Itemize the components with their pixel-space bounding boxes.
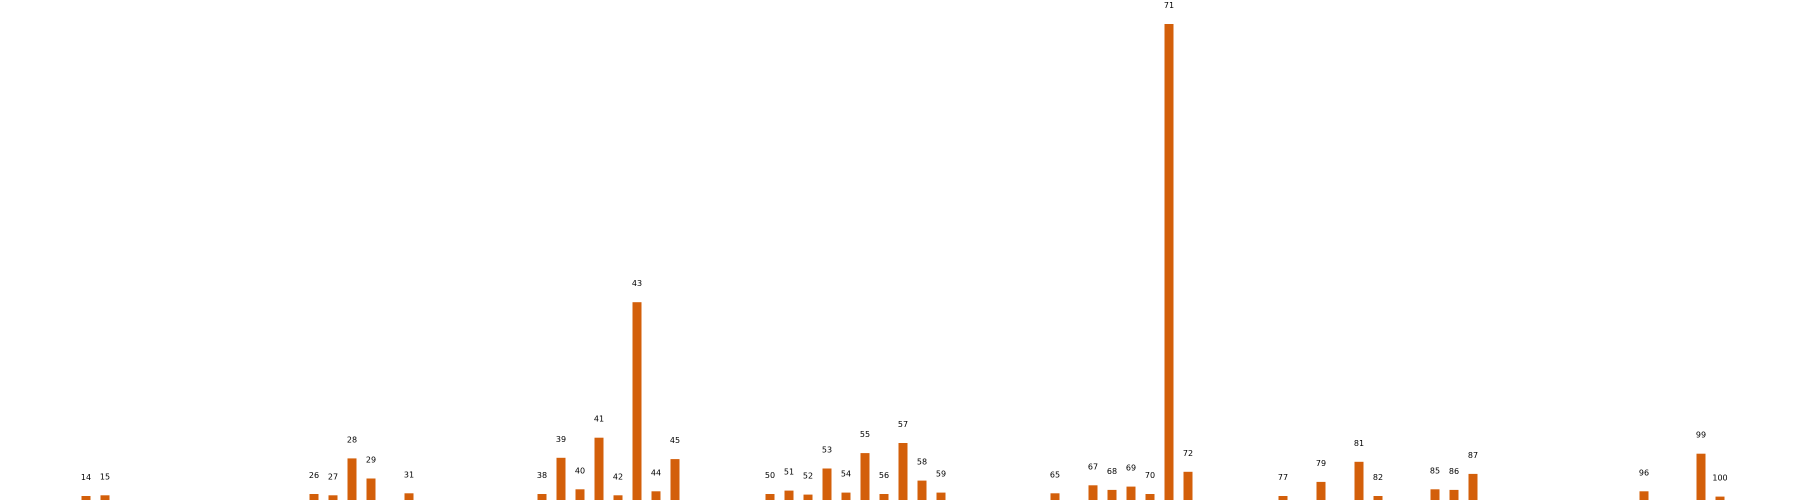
bar-42 bbox=[613, 495, 623, 500]
bar-label-45: 45 bbox=[670, 436, 680, 445]
bar-69 bbox=[1126, 486, 1136, 500]
bar-81 bbox=[1354, 461, 1364, 500]
bar-label-52: 52 bbox=[803, 472, 813, 481]
bar-14 bbox=[81, 496, 91, 500]
bar-label-44: 44 bbox=[651, 468, 661, 477]
bar-label-51: 51 bbox=[784, 468, 794, 477]
bar-59 bbox=[936, 492, 946, 500]
bar-70 bbox=[1145, 494, 1155, 500]
bar-label-85: 85 bbox=[1430, 466, 1440, 475]
bar-label-28: 28 bbox=[347, 435, 357, 444]
bar-28 bbox=[347, 458, 357, 500]
bar-77 bbox=[1278, 496, 1288, 500]
bar-label-50: 50 bbox=[765, 471, 775, 480]
bar-58 bbox=[917, 480, 927, 500]
bar-label-79: 79 bbox=[1316, 459, 1326, 468]
bar-label-56: 56 bbox=[879, 471, 889, 480]
bar-label-43: 43 bbox=[632, 279, 642, 288]
bar-label-29: 29 bbox=[366, 456, 376, 465]
bar-label-100: 100 bbox=[1712, 474, 1727, 483]
bar-label-70: 70 bbox=[1145, 471, 1155, 480]
bar-50 bbox=[765, 494, 775, 500]
bar-40 bbox=[575, 489, 585, 500]
bar-label-68: 68 bbox=[1107, 467, 1117, 476]
bar-96 bbox=[1639, 491, 1649, 500]
bar-label-39: 39 bbox=[556, 435, 566, 444]
bar-29 bbox=[366, 478, 376, 500]
bar-label-72: 72 bbox=[1183, 449, 1193, 458]
bar-43 bbox=[632, 302, 642, 500]
bar-51 bbox=[784, 490, 794, 500]
bar-85 bbox=[1430, 489, 1440, 500]
bar-65 bbox=[1050, 493, 1060, 500]
bar-label-58: 58 bbox=[917, 458, 927, 467]
bar-label-69: 69 bbox=[1126, 464, 1136, 473]
bar-label-59: 59 bbox=[936, 470, 946, 479]
bar-label-67: 67 bbox=[1088, 462, 1098, 471]
bar-label-99: 99 bbox=[1696, 431, 1706, 440]
bar-labels-group: 14 15 26 27 28 29 31 38 39 40 41 42 43 44 45 50 51 52 53 54… bbox=[81, 1, 1728, 483]
bar-label-41: 41 bbox=[594, 415, 604, 424]
bar-label-38: 38 bbox=[537, 471, 547, 480]
bar-label-15: 15 bbox=[100, 472, 110, 481]
bar-label-55: 55 bbox=[860, 430, 870, 439]
bar-label-42: 42 bbox=[613, 472, 623, 481]
bar-53 bbox=[822, 468, 832, 500]
bar-label-71: 71 bbox=[1164, 1, 1174, 10]
bar-87 bbox=[1468, 473, 1478, 500]
bar-27 bbox=[328, 495, 338, 500]
bar-label-86: 86 bbox=[1449, 467, 1459, 476]
bar-54 bbox=[841, 492, 851, 500]
bar-86 bbox=[1449, 489, 1459, 500]
bars-group bbox=[81, 24, 1725, 500]
bar-label-14: 14 bbox=[81, 473, 91, 482]
bar-52 bbox=[803, 494, 813, 500]
bar-label-82: 82 bbox=[1373, 473, 1383, 482]
bar-38 bbox=[537, 494, 547, 500]
bar-55 bbox=[860, 453, 870, 500]
bar-68 bbox=[1107, 489, 1117, 500]
bar-72 bbox=[1183, 471, 1193, 500]
bar-15 bbox=[100, 495, 110, 500]
bar-label-27: 27 bbox=[328, 472, 338, 481]
bar-57 bbox=[898, 443, 908, 500]
bar-label-87: 87 bbox=[1468, 451, 1478, 460]
bar-31 bbox=[404, 493, 414, 500]
bar-41 bbox=[594, 437, 604, 500]
bar-label-81: 81 bbox=[1354, 439, 1364, 448]
bar-67 bbox=[1088, 485, 1098, 500]
bar-label-96: 96 bbox=[1639, 468, 1649, 477]
bar-100 bbox=[1715, 496, 1725, 500]
bar-label-40: 40 bbox=[575, 466, 585, 475]
bar-26 bbox=[309, 494, 319, 500]
bar-label-57: 57 bbox=[898, 420, 908, 429]
bar-label-54: 54 bbox=[841, 470, 851, 479]
bar-71 bbox=[1164, 24, 1174, 500]
bar-label-65: 65 bbox=[1050, 470, 1060, 479]
bar-44 bbox=[651, 491, 661, 500]
bar-82 bbox=[1373, 496, 1383, 500]
bar-56 bbox=[879, 494, 889, 500]
bar-99 bbox=[1696, 453, 1706, 500]
bar-label-77: 77 bbox=[1278, 473, 1288, 482]
bar-79 bbox=[1316, 481, 1326, 500]
bar-label-26: 26 bbox=[309, 471, 319, 480]
bar-label-53: 53 bbox=[822, 446, 832, 455]
bar-39 bbox=[556, 457, 566, 500]
bar-label-31: 31 bbox=[404, 470, 414, 479]
bar-45 bbox=[670, 459, 680, 500]
